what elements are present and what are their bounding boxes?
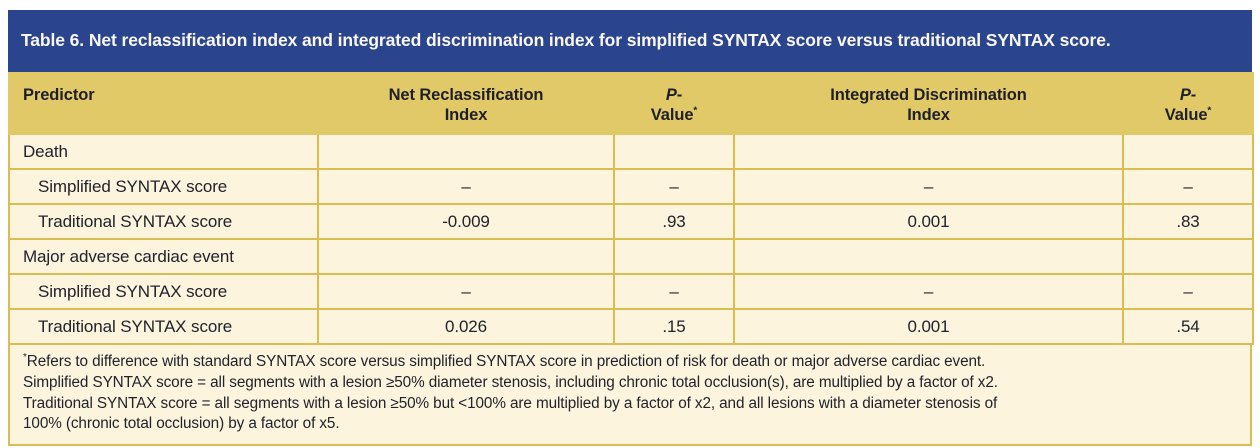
row-value: –: [613, 273, 735, 310]
column-header-p-value-2: P- Value*: [1122, 72, 1254, 135]
row-value: [613, 238, 735, 275]
row-value: [317, 133, 615, 170]
row-value: .15: [613, 308, 735, 345]
header-row: Predictor Net Reclassification Index P- …: [8, 72, 1254, 135]
footnote-line: Traditional SYNTAX score = all segments …: [23, 394, 998, 412]
data-table: Predictor Net Reclassification Index P- …: [8, 72, 1254, 345]
row-value: 0.001: [733, 308, 1124, 345]
row-value: 0.001: [733, 203, 1124, 240]
table-row: Death: [8, 133, 1254, 170]
footnote-line: *Refers to difference with standard SYNT…: [23, 351, 986, 370]
column-header-integrated-discrimination-index: Integrated Discrimination Index: [733, 72, 1124, 135]
table-6-container: Table 6. Net reclassification index and …: [8, 10, 1254, 447]
row-value: [733, 238, 1124, 275]
table-row: Traditional SYNTAX score 0.026.15 0.001.54: [8, 308, 1254, 345]
footnote-line: Simplified SYNTAX score = all segments w…: [23, 373, 998, 391]
row-value: 0.026: [317, 308, 615, 345]
row-label: Simplified SYNTAX score: [8, 168, 319, 205]
table-row: Simplified SYNTAX score – – – –: [8, 273, 1254, 310]
footnote-line: 100% (chronic total occlusion) by a fact…: [23, 415, 340, 433]
column-header-predictor: Predictor: [8, 72, 319, 135]
row-value: -0.009: [317, 203, 615, 240]
row-value: .83: [1122, 203, 1254, 240]
row-value: –: [1122, 168, 1254, 205]
row-value: [733, 133, 1124, 170]
table-row: Simplified SYNTAX score – – – –: [8, 168, 1254, 205]
row-value: [1122, 133, 1254, 170]
column-header-p-value-1: P- Value*: [613, 72, 735, 135]
column-header-net-reclassification-index: Net Reclassification Index: [317, 72, 615, 135]
row-value: –: [1122, 273, 1254, 310]
row-label: Major adverse cardiac event: [8, 238, 319, 275]
table-title: Table 6. Net reclassification index and …: [21, 30, 1111, 51]
row-value: –: [733, 168, 1124, 205]
table-title-bar: Table 6. Net reclassification index and …: [8, 10, 1252, 72]
table-body: Death Simplified SYNTAX score – – – – Traditio…: [8, 133, 1254, 345]
row-value: .93: [613, 203, 735, 240]
row-value: –: [733, 273, 1124, 310]
footnote-asterisk: *: [23, 351, 27, 363]
row-label: Simplified SYNTAX score: [8, 273, 319, 310]
row-value: [1122, 238, 1254, 275]
table-row: Major adverse cardiac event: [8, 238, 1254, 275]
table-footnote: *Refers to difference with standard SYNT…: [8, 345, 1252, 447]
row-value: –: [317, 273, 615, 310]
row-value: –: [317, 168, 615, 205]
row-label: Traditional SYNTAX score: [8, 308, 319, 345]
row-value: .54: [1122, 308, 1254, 345]
row-label: Traditional SYNTAX score: [8, 203, 319, 240]
row-value: –: [613, 168, 735, 205]
table-row: Traditional SYNTAX score -0.009.93 0.001.8…: [8, 203, 1254, 240]
row-value: [613, 133, 735, 170]
row-value: [317, 238, 615, 275]
row-label: Death: [8, 133, 319, 170]
